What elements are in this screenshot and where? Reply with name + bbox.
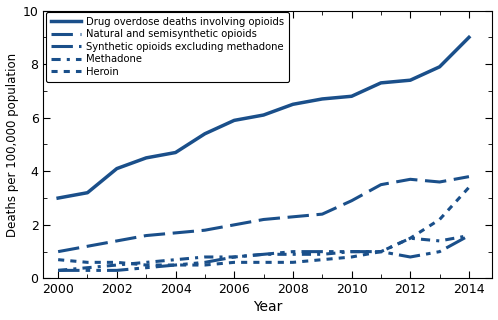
Drug overdose deaths involving opioids: [231, 118, 237, 122]
Natural and semisynthetic opioids: [466, 175, 472, 179]
Line: Synthetic opioids excluding methadone: Synthetic opioids excluding methadone: [58, 236, 469, 270]
Natural and semisynthetic opioids: [85, 244, 91, 248]
Heroin: [172, 263, 178, 267]
Synthetic opioids excluding methadone: [437, 250, 443, 253]
Synthetic opioids excluding methadone: [319, 250, 325, 253]
Synthetic opioids excluding methadone: [55, 268, 61, 272]
Synthetic opioids excluding methadone: [172, 263, 178, 267]
Drug overdose deaths involving opioids: [143, 156, 149, 160]
Natural and semisynthetic opioids: [290, 215, 296, 219]
Drug overdose deaths involving opioids: [290, 102, 296, 106]
Synthetic opioids excluding methadone: [143, 266, 149, 270]
Natural and semisynthetic opioids: [143, 234, 149, 237]
Synthetic opioids excluding methadone: [202, 260, 208, 264]
Drug overdose deaths involving opioids: [260, 113, 266, 117]
Line: Drug overdose deaths involving opioids: Drug overdose deaths involving opioids: [58, 37, 469, 198]
Line: Methadone: Methadone: [58, 236, 469, 270]
Natural and semisynthetic opioids: [378, 183, 384, 187]
Drug overdose deaths involving opioids: [85, 191, 91, 195]
Methadone: [349, 250, 355, 253]
Heroin: [55, 258, 61, 261]
Natural and semisynthetic opioids: [319, 212, 325, 216]
Methadone: [319, 252, 325, 256]
Drug overdose deaths involving opioids: [319, 97, 325, 101]
Heroin: [378, 250, 384, 253]
Drug overdose deaths involving opioids: [202, 132, 208, 136]
Heroin: [319, 258, 325, 261]
Heroin: [349, 255, 355, 259]
Heroin: [260, 260, 266, 264]
Heroin: [466, 185, 472, 189]
Synthetic opioids excluding methadone: [466, 234, 472, 237]
Methadone: [172, 258, 178, 261]
Synthetic opioids excluding methadone: [231, 255, 237, 259]
Methadone: [202, 255, 208, 259]
Natural and semisynthetic opioids: [437, 180, 443, 184]
Methadone: [466, 234, 472, 237]
Synthetic opioids excluding methadone: [85, 268, 91, 272]
Methadone: [260, 252, 266, 256]
Drug overdose deaths involving opioids: [349, 94, 355, 98]
Synthetic opioids excluding methadone: [114, 268, 120, 272]
X-axis label: Year: Year: [253, 300, 283, 315]
Drug overdose deaths involving opioids: [407, 78, 413, 82]
Methadone: [378, 250, 384, 253]
Synthetic opioids excluding methadone: [290, 250, 296, 253]
Methadone: [55, 268, 61, 272]
Synthetic opioids excluding methadone: [260, 252, 266, 256]
Drug overdose deaths involving opioids: [55, 196, 61, 200]
Methadone: [85, 266, 91, 270]
Natural and semisynthetic opioids: [114, 239, 120, 243]
Synthetic opioids excluding methadone: [407, 255, 413, 259]
Natural and semisynthetic opioids: [231, 223, 237, 227]
Heroin: [202, 263, 208, 267]
Methadone: [143, 260, 149, 264]
Heroin: [143, 263, 149, 267]
Natural and semisynthetic opioids: [349, 199, 355, 203]
Line: Heroin: Heroin: [58, 187, 469, 265]
Heroin: [437, 218, 443, 221]
Drug overdose deaths involving opioids: [466, 36, 472, 39]
Methadone: [114, 263, 120, 267]
Heroin: [407, 236, 413, 240]
Synthetic opioids excluding methadone: [349, 250, 355, 253]
Methadone: [407, 236, 413, 240]
Heroin: [114, 260, 120, 264]
Methadone: [231, 255, 237, 259]
Natural and semisynthetic opioids: [407, 177, 413, 181]
Drug overdose deaths involving opioids: [437, 65, 443, 69]
Heroin: [85, 260, 91, 264]
Natural and semisynthetic opioids: [172, 231, 178, 235]
Heroin: [231, 260, 237, 264]
Drug overdose deaths involving opioids: [114, 167, 120, 171]
Drug overdose deaths involving opioids: [172, 151, 178, 155]
Line: Natural and semisynthetic opioids: Natural and semisynthetic opioids: [58, 177, 469, 252]
Natural and semisynthetic opioids: [55, 250, 61, 253]
Legend: Drug overdose deaths involving opioids, Natural and semisynthetic opioids, Synth: Drug overdose deaths involving opioids, …: [46, 12, 289, 82]
Drug overdose deaths involving opioids: [378, 81, 384, 85]
Heroin: [290, 260, 296, 264]
Natural and semisynthetic opioids: [202, 228, 208, 232]
Natural and semisynthetic opioids: [260, 218, 266, 221]
Methadone: [437, 239, 443, 243]
Methadone: [290, 252, 296, 256]
Y-axis label: Deaths per 100,000 population: Deaths per 100,000 population: [5, 52, 18, 236]
Synthetic opioids excluding methadone: [378, 250, 384, 253]
